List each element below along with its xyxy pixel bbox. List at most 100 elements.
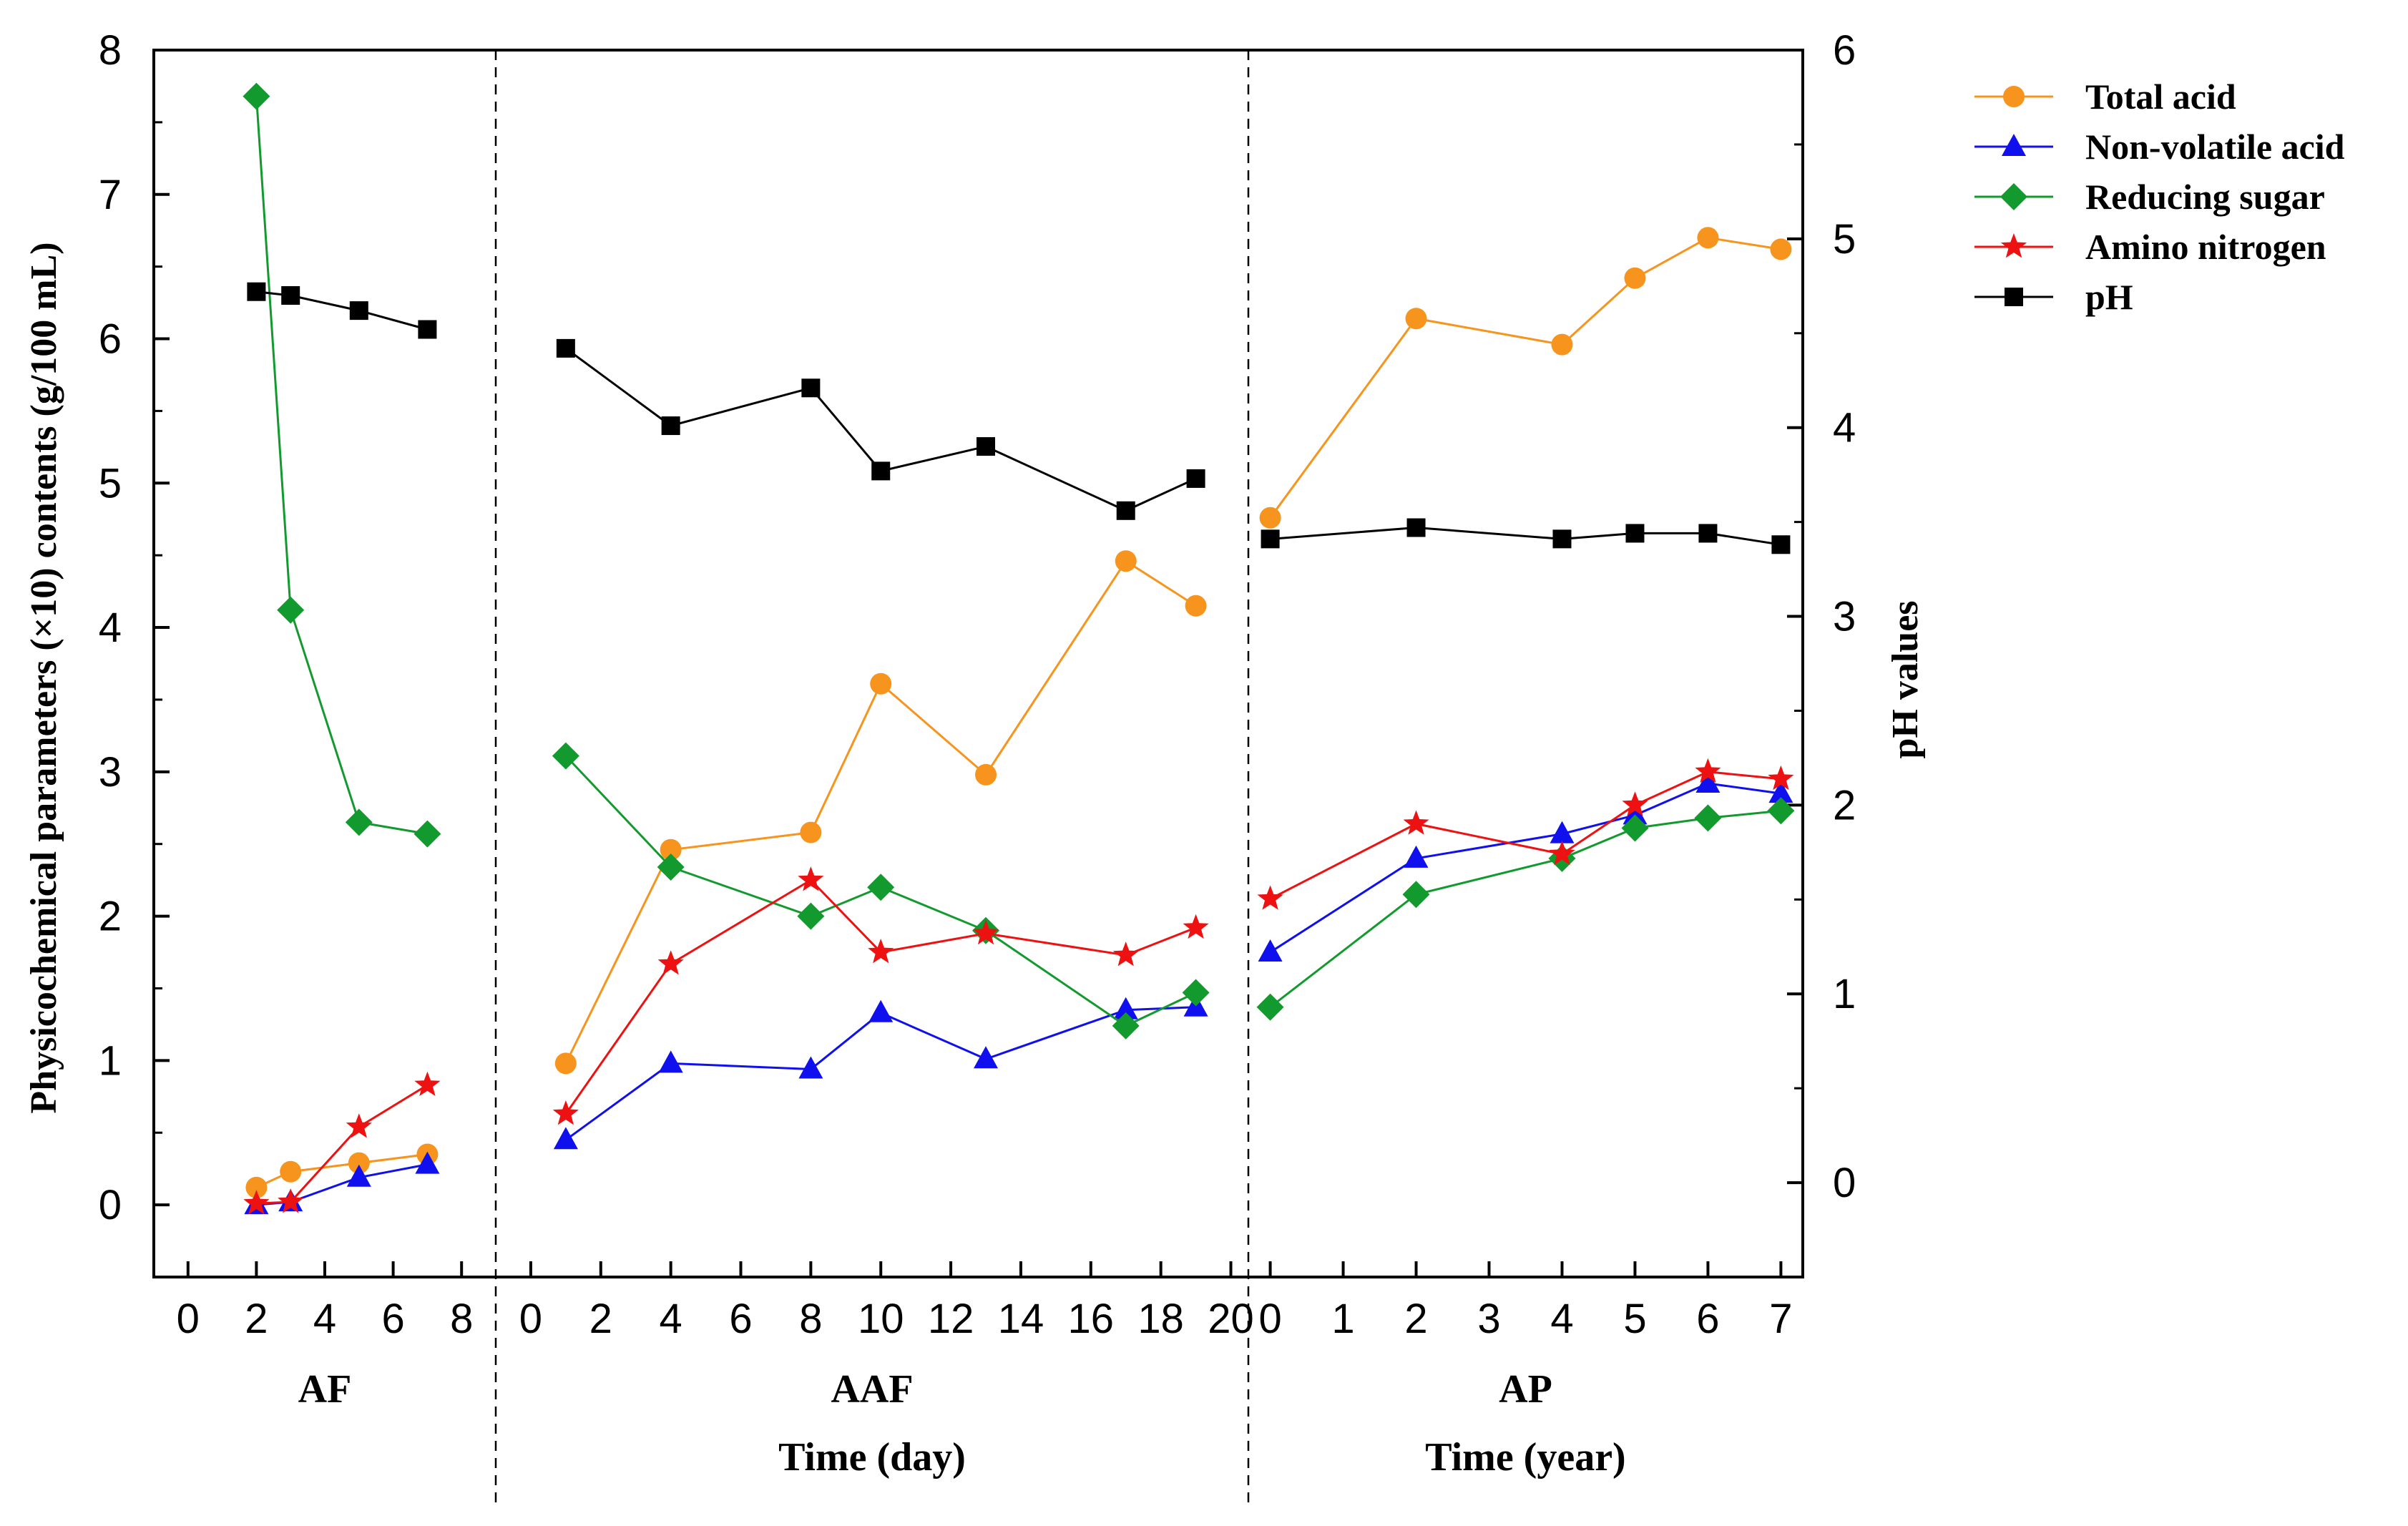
- legend-marker: [2003, 86, 2025, 107]
- data-point: [243, 82, 270, 110]
- x-tick-label: 18: [1137, 1296, 1184, 1342]
- data-point: [415, 1151, 440, 1174]
- data-point: [797, 902, 825, 930]
- data-point: [1402, 881, 1430, 909]
- data-point: [1552, 529, 1572, 549]
- data-point: [1113, 997, 1138, 1019]
- left-y-axis-title: Physicochemical parameters (×10) content…: [24, 242, 64, 1113]
- data-point: [1623, 802, 1648, 825]
- data-point: [1695, 771, 1721, 793]
- data-point: [1115, 550, 1137, 572]
- legend-label: Amino nitrogen: [2085, 227, 2326, 267]
- series-line: [565, 347, 1197, 512]
- data-point: [975, 763, 997, 786]
- series-non-volatile-acid: [1258, 771, 1793, 962]
- panel-aaf: 0 2 4 6 8 10 12 14 16 18 20 AAF Time (day): [519, 338, 1254, 1479]
- data-point: [798, 1056, 823, 1079]
- series-line: [1270, 526, 1781, 546]
- x-tick-label: 20: [1208, 1296, 1254, 1342]
- right-y-tick-label: 4: [1833, 405, 1856, 451]
- data-point: [870, 672, 892, 695]
- data-point: [1767, 797, 1795, 825]
- data-point: [1261, 529, 1280, 549]
- data-point: [554, 1052, 577, 1075]
- panel-label: AP: [1499, 1367, 1552, 1412]
- x-tick-label: 0: [519, 1296, 542, 1342]
- data-point: [1550, 821, 1575, 843]
- data-point: [973, 919, 999, 945]
- series-line: [1269, 771, 1781, 900]
- data-point: [1694, 804, 1722, 832]
- data-point: [800, 821, 822, 843]
- left-y-tick-label: 6: [99, 316, 122, 363]
- x-tick-label: 0: [1258, 1296, 1281, 1342]
- data-point: [247, 282, 266, 301]
- legend-label: pH: [2085, 277, 2133, 317]
- series-line: [256, 290, 428, 331]
- series-non-volatile-acid: [244, 1151, 440, 1215]
- series-amino-nitrogen: [1257, 758, 1794, 910]
- data-point: [1768, 781, 1793, 803]
- data-point: [1549, 840, 1575, 866]
- data-point: [1258, 939, 1283, 962]
- x-axis-title: Time (year): [1425, 1435, 1625, 1479]
- series-total-acid: [245, 1143, 439, 1198]
- x-tick-label: 8: [450, 1296, 473, 1342]
- legend: Total acid Non-volatile acid Reducing suga…: [1974, 77, 2345, 317]
- data-point: [1186, 469, 1205, 488]
- series-amino-nitrogen: [243, 1071, 441, 1215]
- data-point: [1770, 238, 1792, 260]
- data-point: [657, 854, 685, 881]
- left-y-tick-label: 2: [99, 894, 122, 940]
- x-tick-label: 6: [381, 1296, 404, 1342]
- legend-item: Amino nitrogen: [1974, 227, 2326, 267]
- legend-item: Total acid: [1974, 77, 2236, 117]
- data-point: [1112, 941, 1139, 967]
- data-point: [278, 1188, 304, 1213]
- series-line: [564, 879, 1197, 1115]
- data-point: [1551, 333, 1573, 356]
- series-ph: [1261, 518, 1791, 554]
- x-axis-title: Time (day): [778, 1435, 966, 1479]
- legend-label: Total acid: [2085, 77, 2236, 117]
- data-point: [1698, 524, 1718, 543]
- series-reducing-sugar: [552, 742, 1210, 1040]
- x-tick-label: 16: [1068, 1296, 1115, 1342]
- legend-item: Reducing sugar: [1974, 177, 2325, 217]
- data-point: [660, 838, 682, 861]
- data-point: [798, 866, 824, 891]
- data-point: [418, 320, 437, 339]
- right-y-tick-label: 3: [1833, 594, 1856, 640]
- x-tick-label: 2: [1404, 1296, 1427, 1342]
- data-point: [243, 1190, 270, 1215]
- right-y-axis-title: pH values: [1885, 600, 1926, 758]
- data-point: [977, 437, 996, 456]
- x-tick-label: 12: [928, 1296, 974, 1342]
- legend-marker: [2000, 233, 2027, 258]
- data-point: [1695, 758, 1721, 783]
- x-tick-label: 4: [1550, 1296, 1573, 1342]
- x-tick-label: 4: [313, 1296, 336, 1342]
- data-point: [1257, 885, 1283, 910]
- data-point: [1697, 227, 1719, 249]
- left-y-tick-label: 1: [99, 1037, 122, 1084]
- data-point: [1116, 501, 1135, 520]
- series-ph: [247, 282, 437, 339]
- data-point: [280, 1160, 302, 1183]
- data-point: [867, 874, 895, 901]
- data-point: [1403, 810, 1429, 835]
- right-y-tick-label: 1: [1833, 971, 1856, 1017]
- legend-label: Non-volatile acid: [2085, 127, 2345, 167]
- data-point: [552, 742, 579, 770]
- left-y-tick-label: 8: [99, 27, 122, 74]
- series-line: [1269, 782, 1781, 954]
- x-tick-label: 7: [1769, 1296, 1792, 1342]
- data-point: [1768, 765, 1794, 791]
- data-point: [1771, 535, 1791, 554]
- data-point: [1259, 507, 1281, 529]
- plot-frame: [152, 49, 1804, 1278]
- x-tick-label: 14: [998, 1296, 1044, 1342]
- data-point: [657, 950, 684, 975]
- data-point: [661, 416, 680, 436]
- series-total-acid: [1259, 227, 1792, 529]
